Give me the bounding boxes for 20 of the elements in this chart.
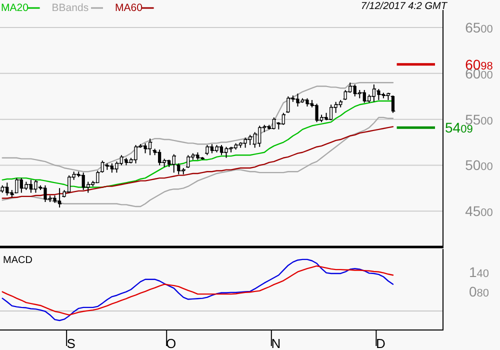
line-series (2, 82, 394, 172)
y-tick-label: 5000 (465, 157, 493, 174)
line-series (2, 100, 394, 188)
y-tick-label: 080 (468, 283, 490, 300)
line-series (2, 265, 394, 316)
y-tick-label: 6500 (465, 20, 493, 36)
text: MACD (3, 255, 32, 266)
y-tick-label: 4500 (465, 203, 493, 220)
legend-label: MA60 (115, 2, 143, 14)
legend-label: MA20 (1, 2, 29, 14)
line-series (2, 116, 394, 208)
y-tick-label: 140 (468, 264, 490, 280)
candlestick (391, 94, 395, 114)
annotation: 7/12/2017 4:2 GMT (360, 1, 448, 12)
x-tick-label: D (376, 336, 386, 350)
x-tick-label: S (66, 336, 76, 350)
legend-label: BBands (52, 2, 89, 14)
x-tick-label: O (166, 336, 176, 350)
line-series (2, 126, 394, 199)
x-tick-label: N (271, 336, 281, 350)
